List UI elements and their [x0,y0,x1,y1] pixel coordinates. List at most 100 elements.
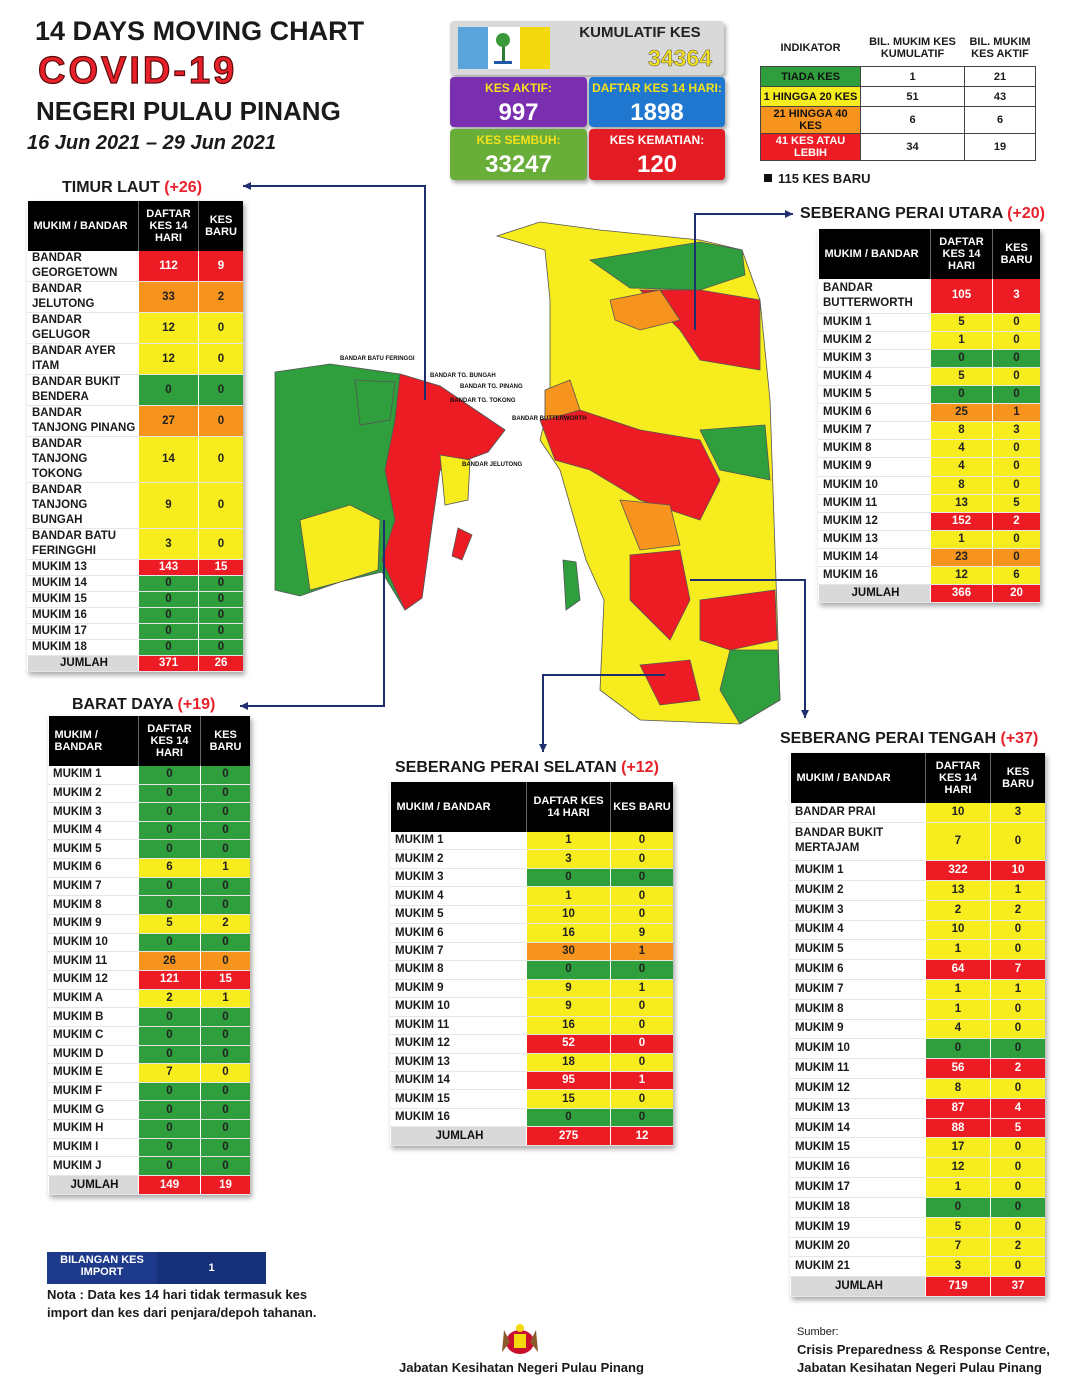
data-row: MUKIM 6 16 9 [390,923,673,943]
column-header: DAFTAR KES 14 HARI [138,201,199,251]
area-name: MUKIM 12 [390,1034,527,1054]
new-cases: 0 [610,1108,673,1128]
new-cases: 1 [200,858,250,878]
new-cases: 0 [200,895,250,916]
cases-14-days: 6 [138,858,201,878]
new-cases: 1 [200,989,250,1009]
area-name: MUKIM I [48,1138,139,1158]
registered-value: 1898 [630,99,684,126]
area-name: MUKIM 13 [390,1053,527,1073]
area-name: MUKIM 15 [27,591,139,608]
deaths-value: 120 [636,151,678,178]
new-cases: 0 [990,939,1045,961]
data-row: BANDAR JELUTONG 33 2 [27,281,243,313]
new-cases: 0 [200,1026,250,1046]
area-name: MUKIM 5 [818,385,931,405]
data-row: MUKIM 20 7 2 [790,1237,1045,1258]
indicator-active: 19 [964,133,1036,161]
new-cases: 0 [992,476,1040,495]
new-cases: 0 [198,343,243,375]
cases-14-days: 0 [138,623,199,640]
cases-14-days: 12 [138,312,199,344]
cases-14-days: 10 [925,920,991,941]
cases-14-days: 5 [930,313,993,333]
data-row: MUKIM 12 121 15 [48,970,250,990]
cases-14-days: 0 [138,1138,201,1158]
total-row: JUMLAH 719 37 [790,1276,1045,1297]
region-table: MUKIM / BANDAR DAFTAR KES 14 HARI KES BARU… [48,716,250,1195]
cases-14-days: 1 [930,331,993,351]
table-title: SEBERANG PERAI TENGAH (+37) [780,730,1038,748]
cases-14-days: 121 [138,970,201,990]
cases-14-days: 4 [925,1019,991,1040]
area-name: MUKIM 8 [390,960,527,980]
area-name: MUKIM 14 [790,1118,926,1139]
area-name: MUKIM B [48,1007,139,1027]
cases-14-days: 95 [526,1071,611,1091]
cases-14-days: 88 [925,1118,991,1139]
cases-14-days: 16 [526,1016,611,1036]
cases-14-days: 105 [930,279,993,314]
data-row: MUKIM 10 0 0 [48,933,250,953]
data-row: MUKIM 14 88 5 [790,1118,1045,1139]
region-table: MUKIM / BANDAR DAFTAR KES 14 HARI KES BARU… [818,229,1040,604]
data-row: MUKIM 12 152 2 [818,512,1040,531]
cases-14-days: 1 [930,530,993,549]
data-row: MUKIM 13 1 0 [818,530,1040,549]
new-cases: 0 [198,405,243,437]
new-cases: 4 [990,1098,1045,1119]
indicator-grid: INDIKATOR BIL. MUKIM KES KUMULATIF BIL. … [760,30,1036,161]
map-label: BANDAR TG. PINANG [460,384,523,390]
new-cases: 0 [200,839,250,860]
area-name: MUKIM 14 [390,1071,527,1091]
cases-14-days: 0 [138,1007,201,1027]
new-cases: 0 [992,367,1040,387]
recovered-box: KES SEMBUH: 33247 [450,129,587,180]
new-cases: 0 [990,1177,1045,1198]
cases-14-days: 33 [138,281,199,313]
indicator-cumulative: 34 [860,133,965,161]
area-name: MUKIM C [48,1026,139,1046]
data-row: MUKIM 1 322 10 [790,860,1045,881]
data-row: MUKIM 10 8 0 [818,476,1040,495]
new-cases: 2 [990,1237,1045,1258]
new-cases: 0 [200,1119,250,1139]
area-name: BANDAR GEORGETOWN [27,251,139,282]
new-cases: 0 [990,1019,1045,1040]
cases-14-days: 9 [138,482,199,529]
cases-14-days: 25 [930,403,993,423]
area-name: BANDAR TANJONG PINANG [27,405,139,437]
import-label: BILANGAN KES IMPORT [60,1254,144,1278]
data-row: MUKIM 16 12 6 [818,566,1040,585]
new-cases: 0 [992,385,1040,405]
data-row: MUKIM 10 9 0 [390,997,673,1017]
area-name: MUKIM A [48,989,139,1009]
area-name: MUKIM 19 [790,1217,926,1238]
indicator-row: 21 HINGGA 40 KES 6 6 [760,106,1036,134]
data-row: MUKIM 16 12 0 [790,1157,1045,1179]
area-name: MUKIM D [48,1045,139,1065]
area-name: MUKIM 1 [818,313,931,333]
new-cases-line: 115 KES BARU [760,171,1036,186]
area-name: MUKIM 8 [790,999,926,1020]
new-cases: 5 [992,494,1040,513]
indicator-table: INDIKATOR BIL. MUKIM KES KUMULATIF BIL. … [760,30,1036,186]
cases-14-days: 0 [138,877,201,897]
region-grid: MUKIM / BANDAR DAFTAR KES 14 HARI KES BARU… [27,201,243,672]
area-name: MUKIM 16 [27,607,139,624]
region-table: MUKIM / BANDAR DAFTAR KES 14 HARI KES BARU… [27,201,243,672]
cases-14-days: 0 [138,1026,201,1046]
cases-14-days: 4 [930,439,993,459]
cases-14-days: 0 [138,1119,201,1139]
cases-14-days: 0 [138,784,201,804]
